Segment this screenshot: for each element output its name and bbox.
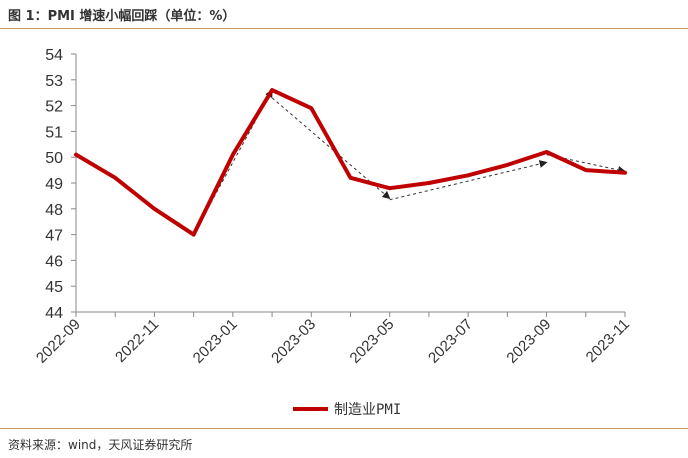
x-tick-label: 2023-05 [347,316,398,367]
data-point [585,169,587,171]
y-tick-label: 47 [45,228,63,245]
data-point [310,107,312,109]
x-tick-label: 2022-09 [33,316,84,367]
figure-title: 图 1：PMI 增速小幅回踩（单位：%） [8,9,236,24]
data-point [153,208,155,210]
x-tick-label: 2023-03 [268,316,319,367]
x-tick-label: 2022-11 [112,316,162,366]
data-point [75,154,77,156]
y-tick-label: 46 [45,253,63,270]
y-tick-label: 53 [45,73,63,90]
data-point [271,89,273,91]
source-note: 资料来源：wind，天风证券研究所 [8,438,193,452]
series-group [74,88,627,237]
y-tick-label: 48 [45,202,63,219]
line-chart: 44 45 46 47 48 49 50 51 52 53 54 2022-09 2022-11 2023… [33,47,633,418]
y-tick-label: 54 [45,47,63,64]
footer-rule [0,428,688,429]
data-point [193,234,195,236]
data-point [506,164,508,166]
data-point [389,187,391,189]
chart-legend: 制造业PMI [293,402,401,418]
data-point [467,174,469,176]
x-tick-label: 2023-07 [425,316,476,367]
y-tick-label: 45 [45,279,63,296]
trend-arrow [271,97,391,200]
x-tick-label: 2023-09 [503,316,554,367]
y-tick-label: 51 [45,124,63,141]
x-tick-label: 2023-01 [190,316,241,367]
data-point [350,177,351,179]
title-rule [0,28,688,29]
y-tick-label: 52 [45,99,63,116]
y-tick-label: 50 [45,150,63,167]
y-tick-label: 44 [45,305,63,322]
y-tick-label: 49 [45,176,63,193]
data-point [114,177,116,179]
legend-label: 制造业PMI [334,402,401,418]
data-point [624,172,626,174]
data-point [232,154,234,156]
x-tick-label: 2023-11 [583,316,633,366]
data-point [428,182,430,184]
chart-axes: 44 45 46 47 48 49 50 51 52 53 54 2022-09 2022-11 2023… [33,47,633,367]
data-point [546,151,548,153]
trend-arrow [389,160,548,201]
series-line [74,88,627,237]
